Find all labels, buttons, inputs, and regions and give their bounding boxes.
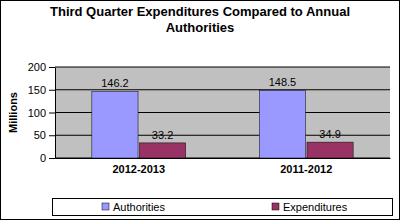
chart: Third Quarter Expenditures Compared to A… (0, 0, 400, 220)
grid-line (55, 67, 390, 68)
y-tick-label: 100 (28, 107, 46, 119)
bars (92, 90, 353, 158)
plot-background (55, 67, 390, 158)
y-axis-title: Millions (7, 92, 19, 133)
y-tick-mark (49, 90, 55, 91)
y-tick-label: 200 (28, 61, 46, 73)
y-tick-label: 150 (28, 84, 46, 96)
y-axis: 0 50 100 150 200 (28, 61, 56, 164)
bar (259, 90, 305, 158)
y-tick-label: 50 (34, 129, 46, 141)
grid (55, 67, 390, 158)
bar (307, 142, 353, 158)
y-tick: 50 (34, 129, 55, 141)
chart-border (1, 1, 400, 220)
data-label: 34.9 (319, 128, 340, 140)
y-tick-mark (49, 135, 55, 136)
y-tick-label: 0 (40, 152, 46, 164)
y-tick-mark (49, 113, 55, 114)
legend-label: Expenditures (283, 201, 348, 213)
x-axis: 2012-2013 2011-2012 (56, 158, 391, 175)
y-tick: 100 (28, 107, 55, 119)
y-tick-mark (49, 67, 55, 68)
data-label: 146.2 (101, 77, 129, 89)
legend-swatch (272, 203, 279, 210)
x-axis-line (56, 158, 391, 159)
y-tick: 200 (28, 61, 55, 73)
x-tick-label: 2011-2012 (280, 163, 332, 175)
plot: 146.2148.533.234.90501001502002012-20132… (28, 61, 391, 175)
data-label: 33.2 (152, 129, 173, 141)
chart-title: Third Quarter Expenditures Compared to A… (50, 4, 350, 35)
y-axis-line (55, 68, 56, 159)
y-tick-mark (49, 158, 55, 159)
x-tick: 2012-2013 (112, 158, 165, 175)
data-label: 148.5 (269, 76, 297, 88)
bar (92, 91, 138, 158)
y-tick: 150 (28, 84, 55, 96)
bar (139, 143, 185, 158)
legend-label: Authorities (113, 201, 165, 213)
x-tick-label: 2012-2013 (112, 163, 165, 175)
y-tick: 0 (40, 152, 55, 164)
legend: Authorities Expenditures (53, 199, 393, 216)
x-tick: 2011-2012 (280, 158, 332, 175)
data-labels: 146.2 148.5 33.2 34.9 (101, 76, 341, 140)
legend-swatch (102, 203, 109, 210)
legend-box (53, 199, 393, 216)
